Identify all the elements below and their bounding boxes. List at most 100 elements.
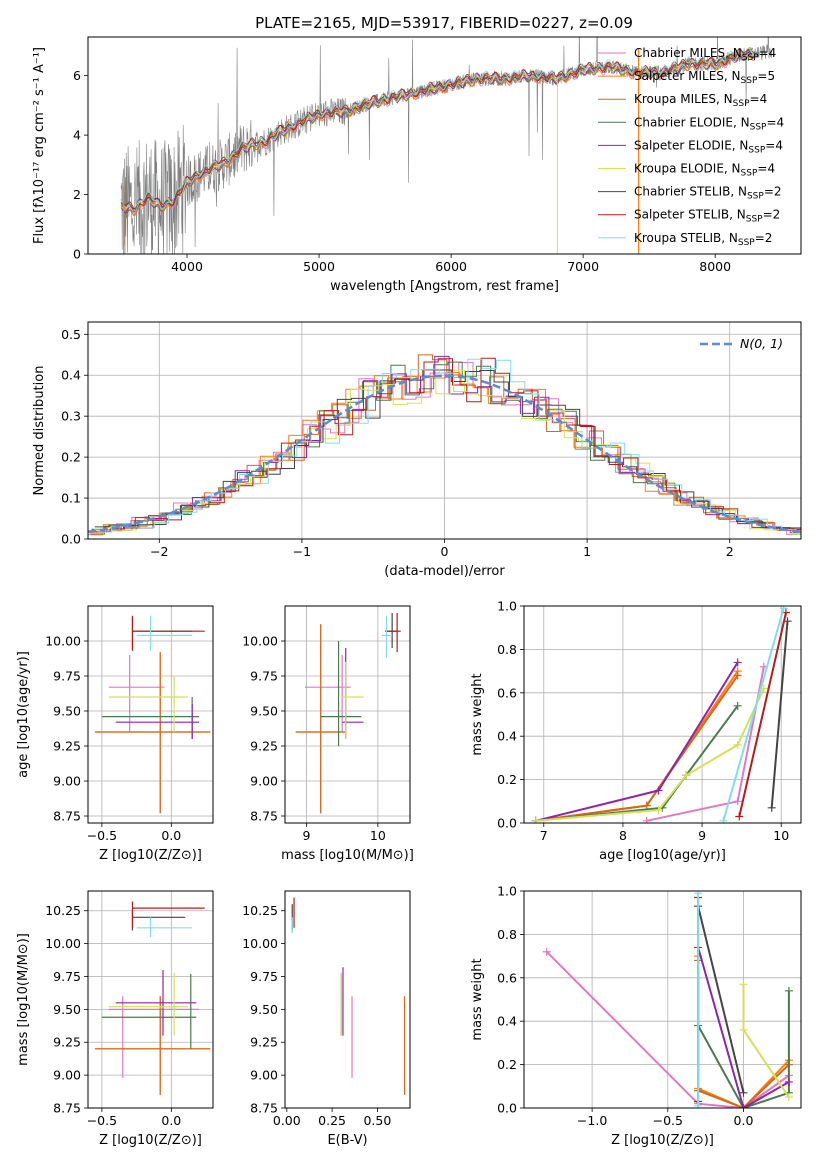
weight-marker — [694, 891, 703, 898]
axes-frame — [87, 321, 802, 540]
y-tick-label: 8.75 — [53, 1101, 81, 1116]
legend-entry: Salpeter STELIB, NSSP=2 — [634, 208, 780, 225]
weight-marker — [733, 671, 742, 680]
weight-line — [697, 905, 745, 1094]
x-axis-label: age [log10(age/yr)] — [599, 848, 726, 863]
y-tick-label: 1.0 — [497, 884, 517, 899]
x-tick-label: 0.00 — [273, 1113, 301, 1128]
y-tick-label: 9.00 — [250, 1068, 278, 1083]
y-tick-label: 9.50 — [53, 1002, 81, 1017]
x-tick-label: 8 — [619, 828, 627, 843]
weight-marker — [654, 805, 663, 814]
y-tick-label: 9.25 — [250, 739, 278, 754]
y-axis-label: mass [log10(M/M⊙)] — [16, 933, 31, 1066]
y-tick-label: 9.50 — [250, 1002, 278, 1017]
weight-marker — [784, 986, 793, 995]
model-line-salpeter_stelib — [120, 48, 756, 213]
x-tick-label: 6000 — [435, 259, 467, 274]
x-tick-label: 7 — [540, 828, 548, 843]
figure-title: PLATE=2165, MJD=53917, FIBERID=0227, z=0… — [255, 14, 633, 32]
y-tick-label: 10.00 — [242, 936, 278, 951]
y-tick-label: 10.00 — [45, 936, 81, 951]
y-tick-label: 0.0 — [497, 816, 517, 831]
weight-marker — [733, 797, 742, 806]
x-tick-label: 0.0 — [161, 1113, 181, 1128]
data-spectrum — [120, 37, 773, 254]
weight-marker — [735, 812, 744, 821]
y-tick-label: 0.6 — [497, 970, 517, 985]
legend-entry: Chabrier STELIB, NSSP=2 — [634, 185, 782, 202]
y-tick-label: 0.4 — [61, 368, 81, 383]
weight-marker — [642, 816, 651, 823]
y-tick-label: 8.75 — [53, 809, 81, 824]
x-tick-label: −0.5 — [87, 828, 117, 843]
plot-area — [531, 606, 792, 823]
y-tick-label: 1.0 — [497, 599, 517, 614]
legend-entry: Salpeter MILES, NSSP=5 — [634, 69, 775, 86]
x-tick-label: 4000 — [171, 259, 203, 274]
weight-marker — [733, 658, 742, 667]
y-tick-label: 0.5 — [61, 327, 81, 342]
y-axis-label: age [log10(age/yr)] — [16, 651, 31, 778]
y-tick-label: 0.0 — [497, 1101, 517, 1116]
y-tick-label: 9.75 — [53, 969, 81, 984]
plot-area — [291, 897, 406, 1095]
axes-frame — [523, 605, 802, 824]
axes-frame — [87, 36, 802, 255]
y-tick-label: 9.75 — [250, 969, 278, 984]
x-tick-label: 0 — [441, 544, 449, 559]
axes-frame — [284, 605, 411, 824]
x-axis-label: E(B-V) — [327, 1133, 367, 1148]
x-tick-label: 2 — [726, 544, 734, 559]
y-axis-label: Normed distribution — [32, 366, 47, 496]
weight-marker — [784, 1093, 793, 1102]
plot-area — [88, 354, 801, 536]
y-tick-label: 0.2 — [497, 1057, 517, 1072]
chart-spectrum: 4000 5000 6000 7000 8000 0 2 4 6 wavelength [Angs… — [32, 36, 802, 294]
model-line-kroupa_stelib — [120, 50, 756, 214]
x-tick-label: 10 — [773, 828, 789, 843]
legend-entry: Chabrier MILES, NSSP=4 — [634, 46, 776, 63]
x-tick-label: 9 — [302, 828, 310, 843]
x-tick-label: 1 — [583, 544, 591, 559]
y-tick-label: 8.75 — [250, 1101, 278, 1116]
y-tick-label: 9.00 — [53, 1068, 81, 1083]
weight-marker — [694, 1101, 703, 1108]
y-tick-label: 0.3 — [61, 409, 81, 424]
legend-entry: Kroupa MILES, NSSP=4 — [634, 92, 767, 109]
weight-marker — [739, 980, 748, 989]
legend-entry: Kroupa STELIB, NSSP=2 — [634, 231, 772, 248]
x-axis-label: Z [log10(Z/Z⊙)] — [99, 1133, 202, 1148]
y-tick-label: 9.50 — [250, 704, 278, 719]
weight-marker — [531, 816, 540, 823]
plot-area — [120, 37, 773, 254]
x-tick-label: −0.5 — [653, 1113, 683, 1128]
legend-entry: N(0, 1) — [740, 336, 783, 351]
x-tick-label: 10 — [370, 828, 386, 843]
x-tick-label: 0.0 — [161, 828, 181, 843]
y-tick-label: 9.25 — [53, 1035, 81, 1050]
y-tick-label: 9.75 — [250, 669, 278, 684]
weight-marker — [739, 1088, 748, 1097]
x-tick-label: 7000 — [567, 259, 599, 274]
y-tick-label: 9.25 — [53, 739, 81, 754]
weight-marker — [739, 1025, 748, 1034]
x-tick-label: 0.0 — [734, 1113, 754, 1128]
chart-weight_vs_age: 7 8 9 10 0.0 0.2 0.4 0.6 0.8 1.0 age [log10(age/yr… — [470, 599, 802, 863]
y-tick-label: 10.00 — [45, 634, 81, 649]
x-axis-label: mass [log10(M/M⊙)] — [281, 848, 414, 863]
weight-line — [738, 612, 787, 817]
x-tick-label: −0.5 — [87, 1113, 117, 1128]
weight-line — [697, 990, 790, 1108]
y-axis-label: mass weight — [470, 673, 485, 755]
y-tick-label: 8.75 — [250, 809, 278, 824]
x-tick-label: 8000 — [699, 259, 731, 274]
x-tick-label: 0.25 — [318, 1113, 346, 1128]
weight-marker — [642, 801, 651, 810]
weight-marker — [739, 1104, 748, 1108]
normal-curve — [88, 374, 801, 534]
chart-residuals: −2 −1 0 1 2 0.0 0.1 0.2 0.3 0.4 0.5 (data-model)/er… — [32, 321, 802, 579]
y-tick-label: 9.75 — [53, 669, 81, 684]
y-axis-label: Flux [fλ10⁻¹⁷ erg cm⁻² s⁻¹ A⁻¹] — [32, 47, 47, 244]
x-axis-label: Z [log10(Z/Z⊙)] — [99, 848, 202, 863]
